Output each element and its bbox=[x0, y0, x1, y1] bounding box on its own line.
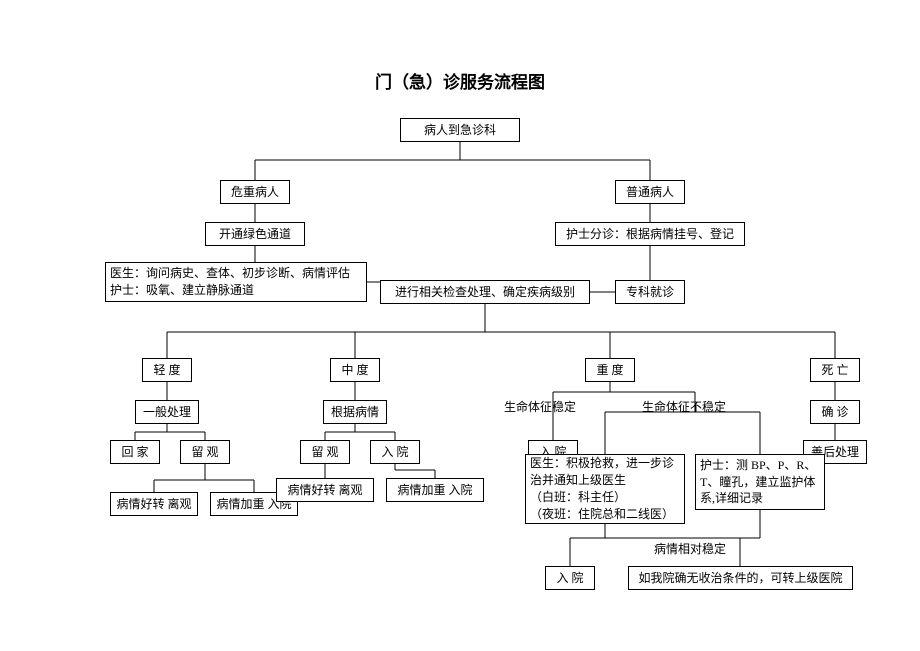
edge-label-stable: 生命体征稳定 bbox=[504, 398, 576, 415]
node-observe-mild: 留 观 bbox=[180, 440, 230, 464]
node-observe-mod: 留 观 bbox=[300, 440, 350, 464]
edge-label-unstable: 生命体征不稳定 bbox=[642, 398, 726, 415]
node-death: 死 亡 bbox=[810, 358, 860, 382]
node-transfer: 如我院确无收治条件的，可转上级医院 bbox=[628, 566, 853, 590]
node-admit-mod: 入 院 bbox=[370, 440, 420, 464]
node-home: 回 家 bbox=[110, 440, 160, 464]
node-general-tx: 一般处理 bbox=[135, 400, 199, 424]
node-mild: 轻 度 bbox=[142, 358, 192, 382]
node-diagnose: 确 诊 bbox=[810, 400, 860, 424]
diagram-title: 门（急）诊服务流程图 bbox=[0, 68, 920, 93]
edge-label-rel-stable: 病情相对稳定 bbox=[654, 540, 726, 557]
node-root: 病人到急诊科 bbox=[400, 118, 520, 142]
node-green: 开通绿色通道 bbox=[205, 222, 305, 246]
node-admit-final: 入 院 bbox=[545, 566, 595, 590]
node-moderate: 中 度 bbox=[330, 358, 380, 382]
node-mild-better: 病情好转 离观 bbox=[110, 492, 198, 516]
node-docnurse: 医生：询问病史、查体、初步诊断、病情评估 护士：吸氧、建立静脉通道 bbox=[105, 262, 367, 302]
node-severe: 重 度 bbox=[585, 358, 635, 382]
connector-lines bbox=[0, 0, 920, 651]
node-nurse-monitor: 护士：测 BP、P、R、T、瞳孔，建立监护体系,详细记录 bbox=[695, 454, 825, 510]
node-critical: 危重病人 bbox=[220, 180, 290, 204]
node-specialist: 专科就诊 bbox=[615, 280, 685, 304]
node-mod-better: 病情好转 离观 bbox=[276, 478, 374, 502]
node-triage: 护士分诊：根据病情挂号、登记 bbox=[555, 222, 745, 246]
node-exam: 进行相关检查处理、确定疾病级别 bbox=[380, 280, 590, 304]
node-by-condition: 根据病情 bbox=[323, 400, 387, 424]
node-ordinary: 普通病人 bbox=[615, 180, 685, 204]
node-mod-worse: 病情加重 入院 bbox=[386, 478, 484, 502]
node-doc-rescue: 医生：积极抢救，进一步诊治并通知上级医生 （白班：科主任） （夜班：住院总和二线… bbox=[525, 454, 685, 524]
